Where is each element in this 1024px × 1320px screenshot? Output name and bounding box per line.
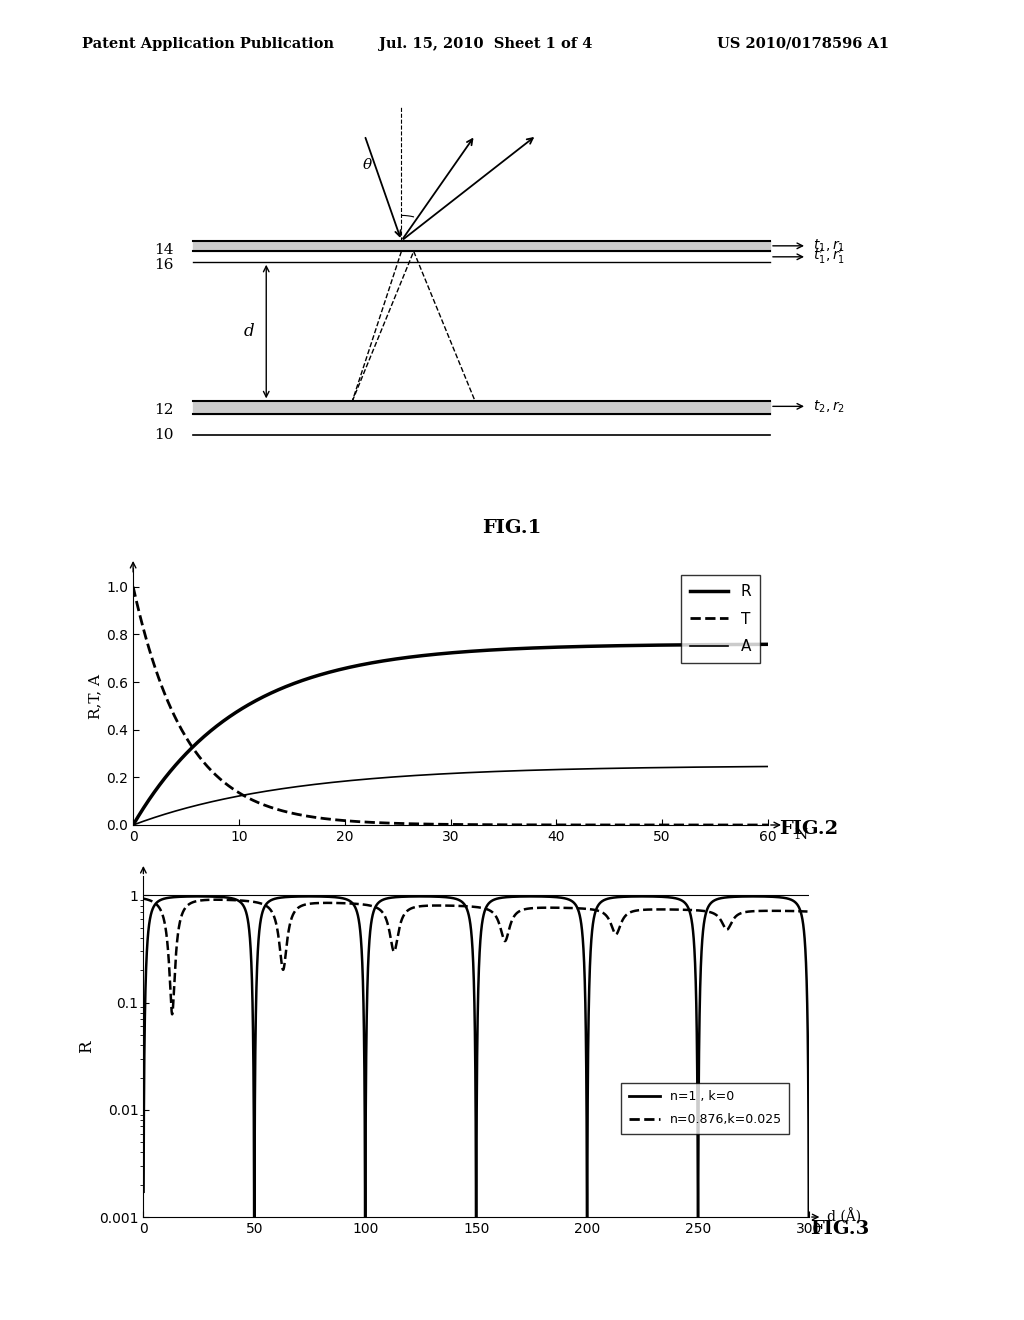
Text: FIG.3: FIG.3 xyxy=(810,1220,869,1238)
Text: US 2010/0178596 A1: US 2010/0178596 A1 xyxy=(717,37,889,51)
Text: $t_1,r_1$: $t_1,r_1$ xyxy=(813,238,845,253)
Text: d (Å): d (Å) xyxy=(826,1209,861,1225)
Text: FIG.1: FIG.1 xyxy=(482,519,542,537)
Text: θ: θ xyxy=(364,157,372,172)
Text: N: N xyxy=(795,828,808,842)
Text: 14: 14 xyxy=(155,243,174,257)
Text: 12: 12 xyxy=(155,404,174,417)
Text: 10: 10 xyxy=(155,428,174,442)
Legend: R, T, A: R, T, A xyxy=(681,576,761,663)
Text: $t_1',r_1'$: $t_1',r_1'$ xyxy=(813,247,845,267)
Y-axis label: R,T, A: R,T, A xyxy=(88,673,102,719)
Text: Jul. 15, 2010  Sheet 1 of 4: Jul. 15, 2010 Sheet 1 of 4 xyxy=(379,37,592,51)
Text: $t_2,r_2$: $t_2,r_2$ xyxy=(813,399,845,414)
Text: Patent Application Publication: Patent Application Publication xyxy=(82,37,334,51)
Legend: n=1 , k=0, n=0.876,k=0.025: n=1 , k=0, n=0.876,k=0.025 xyxy=(621,1082,790,1134)
Text: FIG.2: FIG.2 xyxy=(779,820,839,838)
Y-axis label: R: R xyxy=(78,1040,95,1053)
Text: 16: 16 xyxy=(155,257,174,272)
Text: d: d xyxy=(244,323,254,341)
